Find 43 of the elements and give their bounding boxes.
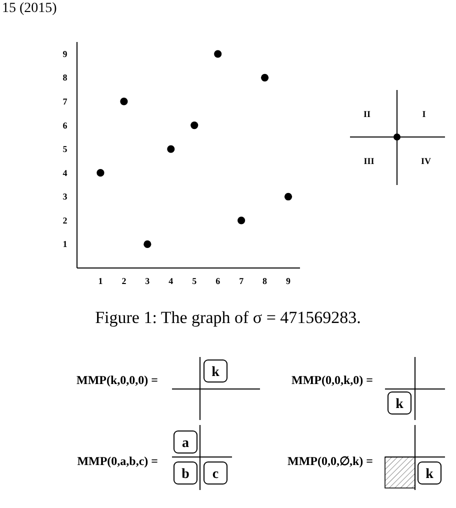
y-tick-label: 8 [62, 72, 68, 83]
point [144, 240, 152, 248]
y-tick-label: 6 [62, 120, 68, 130]
text: I [422, 109, 426, 119]
x-tick-label: 5 [192, 276, 198, 286]
text: k [426, 467, 434, 482]
point [284, 192, 292, 200]
x-tick-label: 3 [145, 276, 150, 286]
point [96, 169, 104, 177]
x-tick-label: 1 [98, 276, 104, 286]
y-tick-label: 5 [62, 144, 68, 154]
text: c [212, 467, 219, 482]
x-tick-label: 8 [262, 276, 268, 286]
y-tick-label: 7 [62, 96, 68, 106]
x-tick-label: 9 [286, 276, 292, 286]
text: MMP(k,0,0,0) = [76, 373, 158, 387]
point [190, 121, 198, 130]
x-tick-label: 7 [239, 276, 244, 286]
text: III [364, 156, 375, 166]
text: MMP(0,0,k,0) = [292, 373, 374, 387]
text: b [182, 467, 190, 482]
y-tick-label: 2 [62, 215, 68, 226]
point [214, 50, 222, 58]
text: k [396, 397, 404, 412]
x-tick-label: 2 [122, 276, 127, 286]
text: 15 (2015) [2, 1, 58, 16]
y-tick-label: 1 [62, 239, 68, 250]
x-tick-label: 4 [168, 276, 174, 286]
point [238, 216, 246, 224]
text: MMP(0,a,b,c) = [77, 454, 158, 468]
point [260, 74, 269, 82]
y-tick-label: 9 [62, 48, 68, 59]
text: a [182, 436, 189, 451]
text: II [363, 109, 371, 119]
y-tick-label: 3 [62, 192, 68, 202]
x-tick-label: 6 [216, 276, 221, 286]
text: IV [420, 156, 432, 166]
text: k [212, 365, 220, 380]
caption: Figure 1: The graph of σ = 471569283. [95, 308, 361, 327]
point [120, 98, 128, 106]
y-tick-label: 4 [62, 168, 68, 178]
point [167, 145, 175, 153]
text: MMP(0,0,∅,k) = [288, 454, 374, 468]
